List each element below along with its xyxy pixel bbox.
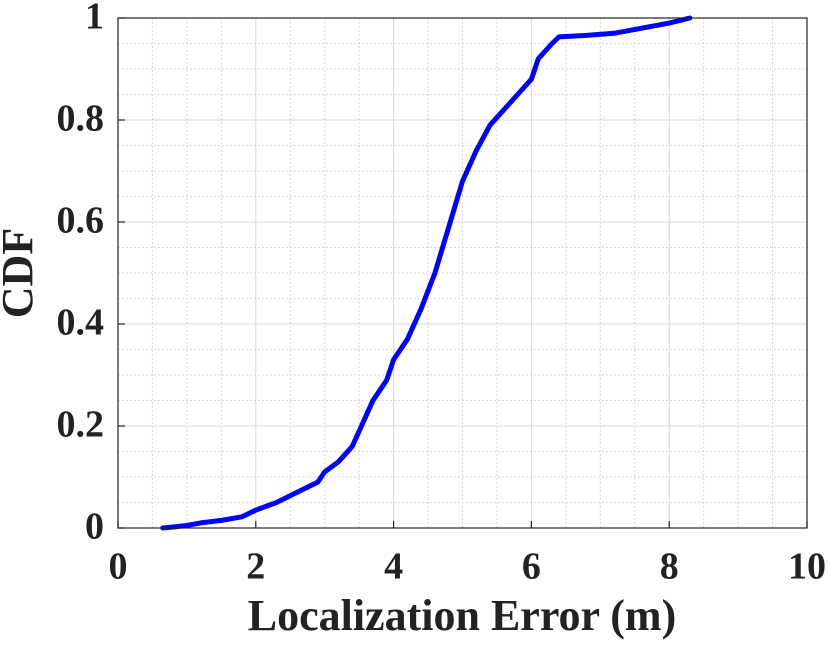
x-tick-label: 10: [788, 546, 826, 588]
data-line: [160, 15, 693, 531]
x-tick-label: 4: [384, 546, 403, 588]
y-tick-label: 0.8: [57, 98, 105, 140]
y-tick-label: 0.2: [57, 404, 105, 446]
y-tick-label: 0.6: [57, 200, 105, 242]
y-tick-label: 1: [85, 0, 104, 38]
y-tick-label: 0: [85, 506, 104, 548]
x-tick-label: 8: [660, 546, 679, 588]
y-tick-label: 0.4: [57, 302, 105, 344]
x-axis-label: Localization Error (m): [248, 591, 677, 640]
x-tick-label: 2: [246, 546, 265, 588]
x-tick-label: 0: [109, 546, 128, 588]
plot-frame: [117, 17, 808, 529]
y-axis-label: CDF: [0, 228, 42, 318]
x-tick-label: 6: [522, 546, 541, 588]
